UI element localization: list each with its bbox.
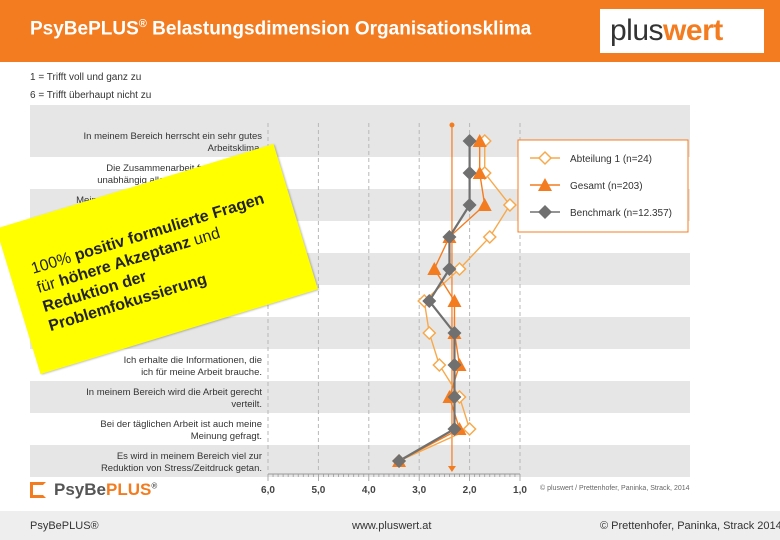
data-point-series-3 <box>392 454 407 468</box>
x-tick-label: 1,0 <box>513 485 527 496</box>
data-point-series-1 <box>462 421 477 437</box>
category-label: Bei der täglichen Arbeit ist auch meine <box>100 419 262 430</box>
data-point-series-3 <box>442 230 457 244</box>
category-label: Es wird in meinem Bereich viel zur <box>117 451 262 462</box>
reference-line-arrow <box>447 466 456 472</box>
footer-bar: PsyBePLUS® www.pluswert.at © Prettenhofe… <box>0 511 780 540</box>
data-point-series-1 <box>422 325 437 341</box>
data-point-series-1 <box>482 229 497 245</box>
footer-copyright: © Prettenhofer, Paninka, Strack 2014 <box>600 520 780 532</box>
legend-marker <box>538 205 552 219</box>
data-point-series-3 <box>462 198 477 212</box>
category-label: In meinem Bereich herrscht ein sehr gute… <box>84 131 263 142</box>
legend-label: Abteilung 1 (n=24) <box>570 154 652 165</box>
data-point-series-2 <box>427 262 442 275</box>
row-band <box>30 381 690 413</box>
header-band <box>30 105 690 125</box>
x-tick-label: 6,0 <box>261 485 275 496</box>
psybeplus-logo-icon <box>30 482 46 498</box>
x-tick-label: 4,0 <box>362 485 376 496</box>
page-title: PsyBePLUS® Belastungsdimension Organisat… <box>30 18 532 40</box>
data-point-series-3 <box>447 422 462 436</box>
reference-line-dot <box>449 122 455 128</box>
legend-label: Gesamt (n=203) <box>570 181 643 192</box>
data-point-series-3 <box>447 390 462 404</box>
data-point-series-2 <box>472 166 487 179</box>
x-tick-label: 3,0 <box>412 485 426 496</box>
data-point-series-3 <box>447 326 462 340</box>
data-point-series-3 <box>462 134 477 148</box>
category-label: In meinem Bereich wird die Arbeit gerech… <box>86 387 262 398</box>
scale-note-6: 6 = Trifft überhaupt nicht zu <box>30 90 152 101</box>
category-label: Ich erhalte die Informationen, die <box>124 355 262 366</box>
data-point-series-3 <box>462 166 477 180</box>
category-label: Arbeitsklima. <box>208 143 262 154</box>
footer-brand: PsyBePLUS® <box>30 520 99 532</box>
legend-label: Benchmark (n=12.357) <box>570 208 672 219</box>
data-point-series-2 <box>477 198 492 211</box>
category-label: Die Zusammenarbeit funktioniert gut, <box>106 163 262 174</box>
legend-marker <box>538 178 552 191</box>
legend-marker <box>537 150 553 166</box>
category-label: verteilt. <box>231 399 262 410</box>
category-label: ich für meine Arbeit brauche. <box>141 367 262 378</box>
header-bar: PsyBePLUS® Belastungsdimension Organisat… <box>0 0 780 62</box>
data-point-series-3 <box>422 294 437 308</box>
scale-note-1: 1 = Trifft voll und ganz zu <box>30 72 142 83</box>
data-point-series-2 <box>472 134 487 147</box>
source-note: © pluswert / Prettenhofer, Paninka, Stra… <box>540 485 690 492</box>
data-point-series-3 <box>447 358 462 372</box>
data-point-series-1 <box>452 261 467 277</box>
footer-url: www.pluswert.at <box>352 520 432 532</box>
category-label: Meinung gefragt. <box>191 431 262 442</box>
data-point-series-2 <box>447 294 462 307</box>
row-band <box>30 445 690 477</box>
x-tick-label: 2,0 <box>463 485 477 496</box>
x-tick-label: 5,0 <box>311 485 325 496</box>
pluswert-logo: pluswert <box>600 9 764 53</box>
data-point-series-1 <box>432 357 447 373</box>
data-point-series-3 <box>442 262 457 276</box>
data-point-series-1 <box>502 197 517 213</box>
category-label: Reduktion von Stress/Zeitdruck getan. <box>101 463 262 474</box>
